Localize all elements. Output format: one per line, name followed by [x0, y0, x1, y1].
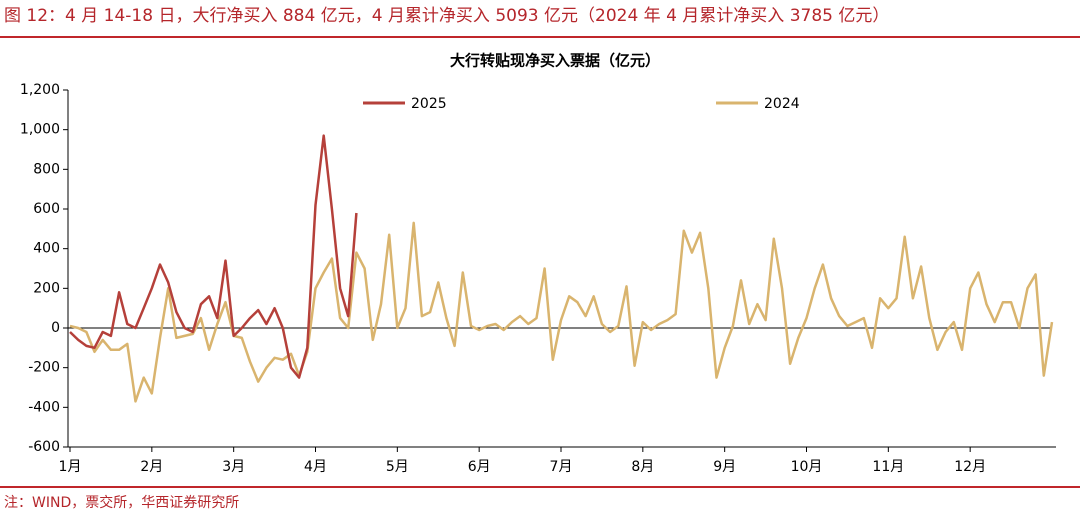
x-tick-label: 2月 — [140, 459, 163, 475]
x-tick-label: 5月 — [386, 459, 409, 475]
x-tick-label: 11月 — [872, 459, 904, 475]
legend-label: 2025 — [411, 96, 447, 112]
x-tick-label: 3月 — [222, 459, 245, 475]
y-tick-label: 600 — [33, 201, 60, 217]
y-tick-label: 800 — [33, 161, 60, 177]
legend-label: 2024 — [764, 96, 800, 112]
y-tick-label: -400 — [28, 399, 60, 415]
source: 注：WIND，票交所，华西证券研究所 — [4, 494, 239, 511]
y-tick-label: 200 — [33, 280, 60, 296]
x-tick-label: 4月 — [304, 459, 327, 475]
x-tick-label: 10月 — [791, 459, 823, 475]
y-tick-label: 1,200 — [20, 82, 60, 98]
x-tick-label: 12月 — [954, 459, 986, 475]
chart-title: 大行转贴现净买入票据（亿元） — [450, 52, 660, 70]
x-tick-label: 7月 — [550, 459, 573, 475]
x-tick-label: 6月 — [468, 459, 491, 475]
page-title: 图 12：4 月 14-18 日，大行净买入 884 亿元，4 月累计净买入 5… — [4, 6, 889, 26]
x-tick-label: 8月 — [631, 459, 654, 475]
y-tick-label: -600 — [28, 439, 60, 455]
x-tick-label: 9月 — [713, 459, 736, 475]
x-tick-label: 1月 — [59, 459, 82, 475]
y-tick-label: 0 — [51, 320, 60, 336]
y-tick-label: 1,000 — [20, 122, 60, 138]
y-tick-label: -200 — [28, 360, 60, 376]
series-line — [69, 134, 358, 379]
y-tick-label: 400 — [33, 241, 60, 257]
